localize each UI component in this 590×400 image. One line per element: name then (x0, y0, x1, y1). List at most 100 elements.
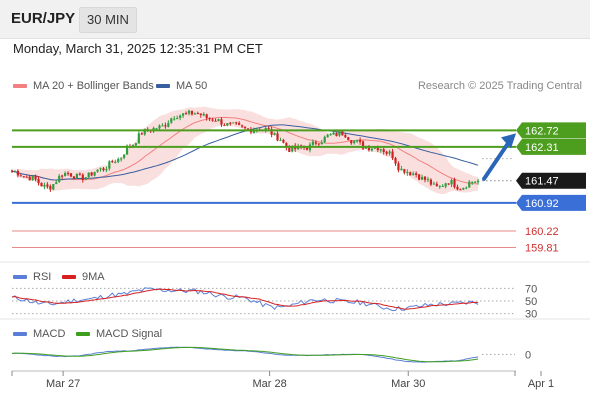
candle-body (394, 158, 397, 164)
candle-body (211, 119, 214, 121)
candle (382, 147, 385, 155)
rsi-legend-9ma: 9MA (62, 271, 105, 283)
candle-body (167, 122, 170, 127)
candle-body (78, 173, 81, 175)
candle-body (406, 172, 409, 174)
candle-body (465, 187, 468, 189)
candle-body (125, 145, 129, 155)
candle (420, 174, 424, 181)
candle (361, 140, 365, 151)
candle (10, 169, 14, 173)
candle (320, 139, 323, 145)
candle (99, 167, 102, 172)
last-price-tag (516, 172, 586, 189)
candle-body (187, 110, 191, 114)
candle (465, 186, 468, 190)
candle-body (140, 133, 143, 135)
ma50-swatch (156, 84, 170, 89)
candle (123, 154, 126, 160)
candle (444, 182, 447, 189)
candle (394, 156, 397, 167)
candle (456, 184, 459, 191)
candle-body (317, 143, 320, 145)
candle (450, 178, 453, 187)
candle-body (326, 134, 329, 138)
candle-body (276, 133, 279, 141)
candle (397, 161, 400, 173)
candle-body (432, 183, 435, 185)
candle-body (361, 141, 365, 149)
candle (117, 157, 120, 164)
candle (471, 181, 474, 185)
candle-body (131, 144, 135, 147)
candle-body (229, 122, 232, 124)
candle-body (474, 181, 477, 183)
candle (173, 116, 176, 121)
candle-body (270, 129, 273, 135)
time-tick-label: Mar 28 (252, 378, 286, 390)
candle (13, 169, 17, 173)
candle-body (223, 125, 226, 127)
candle-body (220, 119, 223, 125)
candle-body (123, 154, 126, 158)
ma20-line (12, 116, 479, 185)
candle (140, 132, 143, 136)
candle-body (10, 170, 14, 172)
candle-body (409, 172, 412, 176)
rsi-tick-label: 30 (525, 309, 537, 321)
candle-body (279, 139, 282, 141)
candle (202, 112, 205, 117)
candle-body (93, 171, 96, 176)
candle (353, 140, 356, 145)
rsi-tick-label: 50 (525, 296, 537, 308)
candle (385, 150, 388, 156)
time-tick-label: Mar 30 (391, 378, 425, 390)
candle (323, 135, 326, 144)
candle (474, 180, 477, 184)
candle-body (450, 179, 453, 185)
candle-body (182, 113, 185, 116)
candle (388, 149, 391, 156)
candle (49, 184, 52, 192)
candle-body (75, 173, 78, 178)
candle-body (332, 132, 335, 135)
candle (137, 131, 140, 144)
candle-body (111, 161, 114, 163)
rsi-ma-line (11, 288, 479, 310)
candle-body (453, 179, 456, 188)
candle-body (397, 163, 400, 171)
timeframe-button[interactable]: 30 MIN (79, 7, 137, 33)
candle-body (423, 176, 427, 180)
candle-body (477, 180, 480, 183)
candle-body (238, 122, 241, 125)
candle (108, 160, 111, 171)
candle-body (320, 142, 323, 145)
candle (418, 174, 421, 181)
candle-body (37, 178, 40, 184)
candle (199, 113, 202, 118)
candle-body (108, 161, 111, 169)
candle-body (120, 158, 123, 160)
candle (208, 117, 211, 122)
candle (184, 111, 188, 115)
last-price-label: 161.47 (525, 176, 559, 188)
candle (429, 178, 432, 187)
candle-body (84, 177, 87, 180)
credit-text: Research © 2025 Trading Central (417, 80, 582, 92)
candle-body (252, 130, 255, 133)
candle (415, 171, 418, 178)
candle (477, 178, 480, 185)
candle (220, 117, 223, 127)
candle (329, 133, 332, 136)
candle (232, 122, 235, 124)
candle-body (391, 151, 394, 159)
rsi-tick-label: 70 (525, 283, 537, 295)
candle (335, 132, 338, 137)
candle (273, 132, 276, 136)
candle (406, 169, 409, 176)
candle (356, 139, 359, 144)
level-tag (516, 138, 586, 155)
candle-body (137, 133, 140, 144)
candle-body (459, 189, 462, 191)
